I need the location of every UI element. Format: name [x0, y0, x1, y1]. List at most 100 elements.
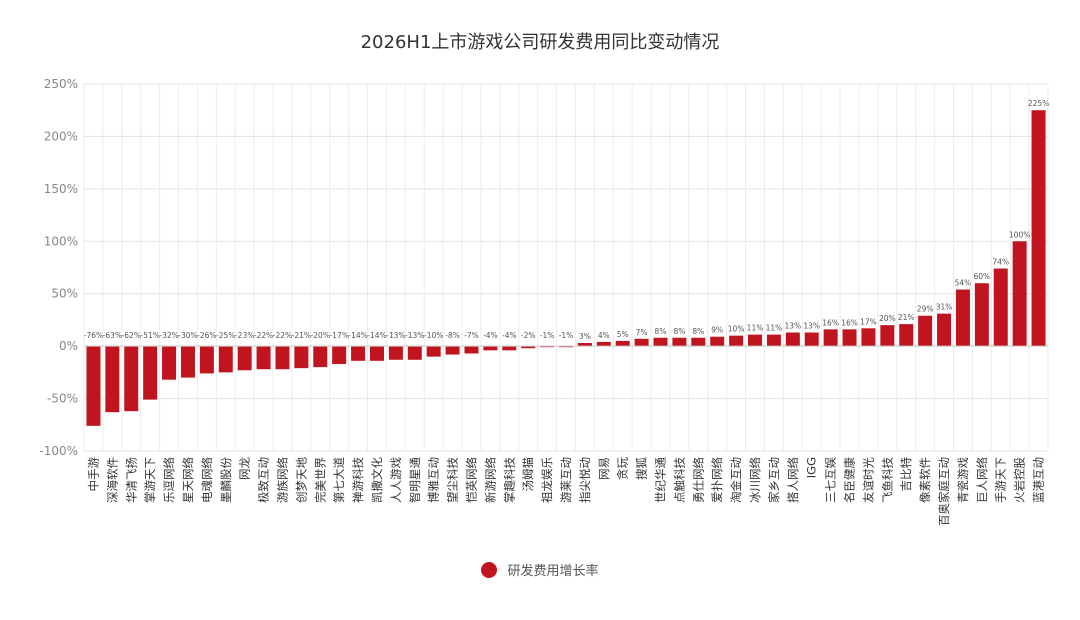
bar [615, 340, 630, 347]
bar [483, 346, 498, 351]
data-label: 17% [860, 317, 877, 326]
bar [332, 346, 347, 364]
bar [823, 329, 838, 347]
x-tick-label: 恺英网络 [464, 457, 478, 503]
legend[interactable]: 研发费用增长率 [0, 560, 1080, 579]
data-label: -22% [273, 331, 292, 340]
data-label: 8% [655, 327, 667, 336]
x-tick-label: 电魂网络 [200, 457, 214, 503]
bar [464, 346, 479, 354]
bar [974, 283, 989, 347]
bar [842, 329, 857, 347]
x-tick-label: 完美世界 [313, 457, 327, 503]
data-label: 60% [974, 272, 991, 281]
data-label: -23% [235, 331, 254, 340]
bar [388, 346, 403, 360]
y-tick-label: 100% [44, 234, 78, 248]
data-label: -20% [311, 331, 330, 340]
x-tick-label: 青瓷游戏 [956, 457, 970, 503]
data-label: -76% [84, 331, 103, 340]
x-tick-label: 贪玩 [616, 457, 630, 480]
y-tick-label: -50% [47, 392, 78, 406]
x-tick-label: 深海软件 [105, 457, 119, 503]
bar [275, 346, 290, 370]
x-tick-label: 淘金互动 [729, 457, 743, 503]
data-label: 100% [1009, 230, 1030, 239]
data-label: -21% [292, 331, 311, 340]
data-label: 21% [898, 313, 915, 322]
data-label: 74% [992, 258, 1009, 267]
data-label: 10% [728, 325, 745, 334]
x-tick-label: 华清飞扬 [124, 457, 138, 503]
bar [199, 346, 214, 374]
data-label: -51% [140, 331, 159, 340]
bar [748, 334, 763, 347]
data-label: 16% [822, 318, 839, 327]
data-label: 5% [617, 330, 629, 339]
data-label: -26% [197, 331, 216, 340]
data-label: 11% [747, 324, 764, 333]
data-label: -14% [348, 331, 367, 340]
x-tick-label: 火岩控股 [1013, 457, 1027, 503]
data-label: -4% [483, 331, 498, 340]
data-label: -1% [540, 331, 555, 340]
bar [955, 289, 970, 347]
x-tick-label: 指尖悦动 [578, 457, 592, 503]
bar [653, 337, 668, 347]
bar [351, 346, 366, 361]
data-label: 225% [1028, 99, 1049, 108]
y-tick-label: 250% [44, 77, 78, 91]
x-tick-label: 人人游戏 [389, 457, 403, 503]
x-tick-label: 手游天下 [994, 457, 1008, 503]
data-label: -22% [254, 331, 273, 340]
x-tick-label: 勇仕网络 [691, 457, 705, 503]
bar [918, 315, 933, 347]
bar [899, 324, 914, 347]
bar [861, 328, 876, 347]
x-tick-label: 像素软件 [918, 457, 932, 503]
bar [634, 338, 649, 347]
x-tick-label: IGG [805, 457, 819, 478]
bar [1012, 241, 1027, 347]
x-tick-label: 游族网络 [275, 457, 289, 503]
data-label: 9% [711, 326, 723, 335]
data-label: -32% [159, 331, 178, 340]
data-label: -1% [559, 331, 574, 340]
bar [426, 346, 441, 357]
bar [672, 337, 687, 347]
x-tick-label: 墨麟股份 [219, 457, 233, 503]
data-label: -7% [464, 331, 479, 340]
x-tick-label: 世纪华通 [654, 457, 668, 503]
y-tick-label: 150% [44, 182, 78, 196]
data-label: -4% [502, 331, 517, 340]
x-tick-label: 友谊时光 [861, 457, 875, 503]
bar [313, 346, 328, 368]
bar [237, 346, 252, 371]
x-tick-label: 吉比特 [899, 457, 913, 492]
y-tick-label: -100% [39, 444, 78, 458]
data-label: -62% [122, 331, 141, 340]
x-tick-label: 网易 [597, 457, 611, 480]
x-tick-label: 冰川网络 [748, 457, 762, 503]
bar [369, 346, 384, 361]
y-tick-label: 0% [59, 339, 78, 353]
bar [180, 346, 195, 378]
x-tick-label: 极致互动 [257, 457, 271, 503]
x-tick-label: 搭人网络 [786, 457, 800, 503]
data-label: 13% [803, 322, 820, 331]
x-tick-label: 掌游天下 [143, 457, 157, 503]
bar [124, 346, 139, 412]
data-label: -14% [367, 331, 386, 340]
data-label: 54% [955, 279, 972, 288]
x-tick-label: 第七大道 [332, 457, 346, 503]
x-tick-label: 百奥家庭互动 [937, 457, 951, 526]
x-tick-label: 博雅互动 [427, 457, 441, 503]
x-tick-label: 中手游 [86, 457, 100, 492]
bar [1031, 110, 1046, 347]
data-label: 29% [917, 305, 934, 314]
bar [407, 346, 422, 360]
x-tick-label: 网龙 [238, 457, 252, 480]
x-tick-label: 名臣健康 [843, 457, 857, 503]
